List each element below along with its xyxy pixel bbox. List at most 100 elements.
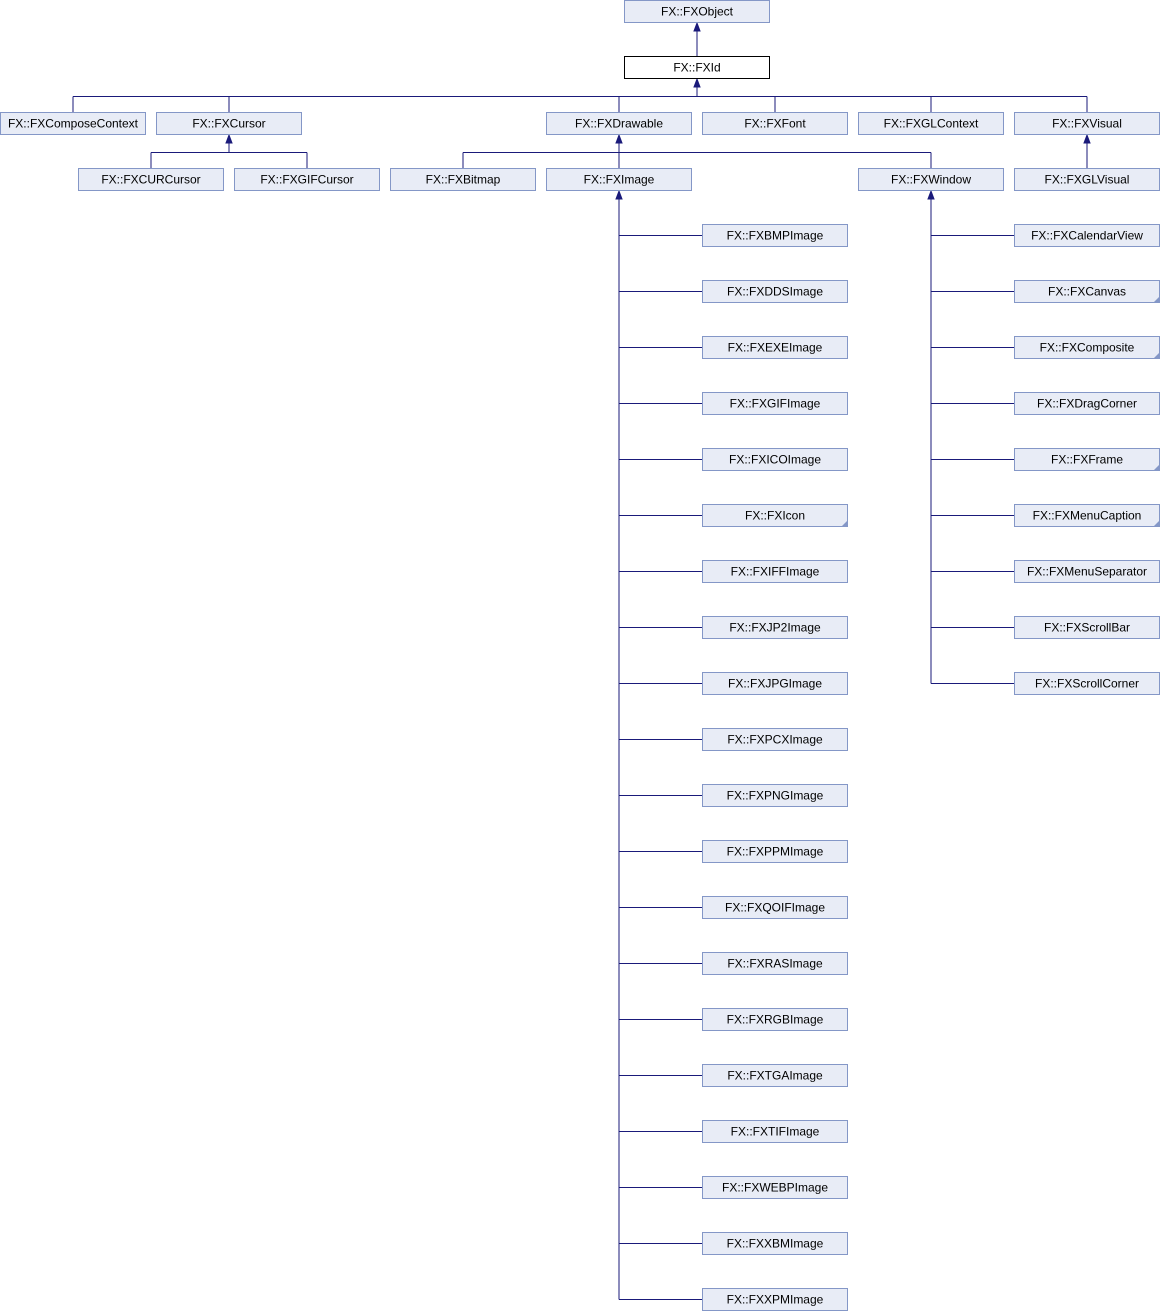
class-node-box xyxy=(702,1232,848,1255)
class-node-fxglcontext[interactable]: FX::FXGLContext xyxy=(858,112,1004,135)
class-node-box xyxy=(624,56,770,79)
class-node-box xyxy=(156,112,302,135)
class-node-box xyxy=(702,224,848,247)
class-node-label: FX::FXDDSImage xyxy=(727,285,823,299)
class-node-box xyxy=(702,616,848,639)
class-node-box xyxy=(702,1008,848,1031)
class-node-label: FX::FXFont xyxy=(744,117,806,131)
class-node-label: FX::FXComposite xyxy=(1040,341,1135,355)
inheritance-arrowhead-fxwindow xyxy=(927,189,935,200)
class-node-fxdrawable[interactable]: FX::FXDrawable xyxy=(546,112,692,135)
class-node-box xyxy=(702,784,848,807)
class-node-fxexeimage[interactable]: FX::FXEXEImage xyxy=(702,336,848,359)
class-node-fxpcximage[interactable]: FX::FXPCXImage xyxy=(702,728,848,751)
class-node-fxcalendar-view[interactable]: FX::FXCalendarView xyxy=(1014,224,1160,247)
class-node-box xyxy=(546,112,692,135)
class-node-box xyxy=(702,840,848,863)
class-node-fxpngimage[interactable]: FX::FXPNGImage xyxy=(702,784,848,807)
class-node-fxjp2-image[interactable]: FX::FXJP2Image xyxy=(702,616,848,639)
class-node-label: FX::FXCanvas xyxy=(1048,285,1126,299)
class-node-label: FX::FXJPGImage xyxy=(728,677,822,691)
class-node-fxglvisual[interactable]: FX::FXGLVisual xyxy=(1014,168,1160,191)
class-node-fxrasimage[interactable]: FX::FXRASImage xyxy=(702,952,848,975)
class-node-fxmenu-caption[interactable]: FX::FXMenuCaption xyxy=(1014,504,1160,527)
class-node-fxxpmimage[interactable]: FX::FXXPMImage xyxy=(702,1288,848,1311)
class-node-label: FX::FXImage xyxy=(584,173,655,187)
class-node-box xyxy=(702,728,848,751)
class-node-box xyxy=(390,168,536,191)
class-node-fxmenu-separator[interactable]: FX::FXMenuSeparator xyxy=(1014,560,1160,583)
class-node-fxbitmap[interactable]: FX::FXBitmap xyxy=(390,168,536,191)
class-node-fxtifimage[interactable]: FX::FXTIFImage xyxy=(702,1120,848,1143)
inheritance-arrowhead-fxvisual xyxy=(1083,133,1091,144)
class-node-label: FX::FXQOIFImage xyxy=(725,901,825,915)
class-node-label: FX::FXPNGImage xyxy=(727,789,824,803)
class-node-fxvisual[interactable]: FX::FXVisual xyxy=(1014,112,1160,135)
class-node-label: FX::FXComposeContext xyxy=(8,117,139,131)
class-node-fximage[interactable]: FX::FXImage xyxy=(546,168,692,191)
class-node-label: FX::FXObject xyxy=(661,5,734,19)
class-node-label: FX::FXMenuCaption xyxy=(1033,509,1142,523)
class-node-fxcurcursor[interactable]: FX::FXCURCursor xyxy=(78,168,224,191)
inheritance-edges xyxy=(72,21,1091,1300)
class-node-label: FX::FXCURCursor xyxy=(101,173,200,187)
class-node-fxicoimage[interactable]: FX::FXICOImage xyxy=(702,448,848,471)
class-node-box xyxy=(702,448,848,471)
class-node-fxxbmimage[interactable]: FX::FXXBMImage xyxy=(702,1232,848,1255)
class-node-fxscroll-corner[interactable]: FX::FXScrollCorner xyxy=(1014,672,1160,695)
class-node-box xyxy=(546,168,692,191)
class-node-fxcompose-context[interactable]: FX::FXComposeContext xyxy=(0,112,146,135)
class-node-box xyxy=(624,0,770,23)
class-node-fxqoifimage[interactable]: FX::FXQOIFImage xyxy=(702,896,848,919)
class-node-fxscroll-bar[interactable]: FX::FXScrollBar xyxy=(1014,616,1160,639)
class-node-fxgifcursor[interactable]: FX::FXGIFCursor xyxy=(234,168,380,191)
class-node-label: FX::FXPCXImage xyxy=(727,733,823,747)
class-node-box xyxy=(702,392,848,415)
class-node-fxwebpimage[interactable]: FX::FXWEBPImage xyxy=(702,1176,848,1199)
class-node-fxid: FX::FXId xyxy=(624,56,770,79)
class-node-fxgifimage[interactable]: FX::FXGIFImage xyxy=(702,392,848,415)
class-node-label: FX::FXGLVisual xyxy=(1045,173,1130,187)
class-node-label: FX::FXBitmap xyxy=(426,173,501,187)
class-node-label: FX::FXJP2Image xyxy=(729,621,821,635)
class-node-fxfont[interactable]: FX::FXFont xyxy=(702,112,848,135)
class-node-label: FX::FXVisual xyxy=(1052,117,1122,131)
class-node-box xyxy=(702,504,848,527)
class-node-box xyxy=(702,1120,848,1143)
inheritance-arrowhead-fxdrawable xyxy=(615,133,623,144)
class-node-box xyxy=(78,168,224,191)
class-node-fxcanvas[interactable]: FX::FXCanvas xyxy=(1014,280,1160,303)
class-node-box xyxy=(702,560,848,583)
class-node-fxframe[interactable]: FX::FXFrame xyxy=(1014,448,1160,471)
class-node-fxjpgimage[interactable]: FX::FXJPGImage xyxy=(702,672,848,695)
class-node-label: FX::FXBMPImage xyxy=(727,229,824,243)
class-node-box xyxy=(702,896,848,919)
class-node-fxiffimage[interactable]: FX::FXIFFImage xyxy=(702,560,848,583)
class-node-box xyxy=(702,1064,848,1087)
class-node-box xyxy=(702,336,848,359)
class-node-fxtgaimage[interactable]: FX::FXTGAImage xyxy=(702,1064,848,1087)
class-node-label: FX::FXIcon xyxy=(745,509,805,523)
class-node-fxcursor[interactable]: FX::FXCursor xyxy=(156,112,302,135)
class-node-fxbmpimage[interactable]: FX::FXBMPImage xyxy=(702,224,848,247)
class-node-label: FX::FXScrollBar xyxy=(1044,621,1130,635)
class-node-fxcomposite[interactable]: FX::FXComposite xyxy=(1014,336,1160,359)
class-node-fxwindow[interactable]: FX::FXWindow xyxy=(858,168,1004,191)
class-node-fxdrag-corner[interactable]: FX::FXDragCorner xyxy=(1014,392,1160,415)
class-node-fxppmimage[interactable]: FX::FXPPMImage xyxy=(702,840,848,863)
class-node-label: FX::FXDrawable xyxy=(575,117,663,131)
class-node-label: FX::FXCursor xyxy=(192,117,265,131)
class-node-label: FX::FXGLContext xyxy=(884,117,979,131)
class-node-fxicon[interactable]: FX::FXIcon xyxy=(702,504,848,527)
class-node-label: FX::FXCalendarView xyxy=(1031,229,1143,243)
class-node-box xyxy=(702,112,848,135)
class-node-label: FX::FXWEBPImage xyxy=(722,1181,828,1195)
class-node-label: FX::FXTIFImage xyxy=(731,1125,820,1139)
class-node-box xyxy=(702,1288,848,1311)
class-node-label: FX::FXTGAImage xyxy=(727,1069,823,1083)
class-node-label: FX::FXEXEImage xyxy=(728,341,823,355)
class-node-fxrgbimage[interactable]: FX::FXRGBImage xyxy=(702,1008,848,1031)
class-node-fxobject[interactable]: FX::FXObject xyxy=(624,0,770,23)
class-node-fxddsimage[interactable]: FX::FXDDSImage xyxy=(702,280,848,303)
